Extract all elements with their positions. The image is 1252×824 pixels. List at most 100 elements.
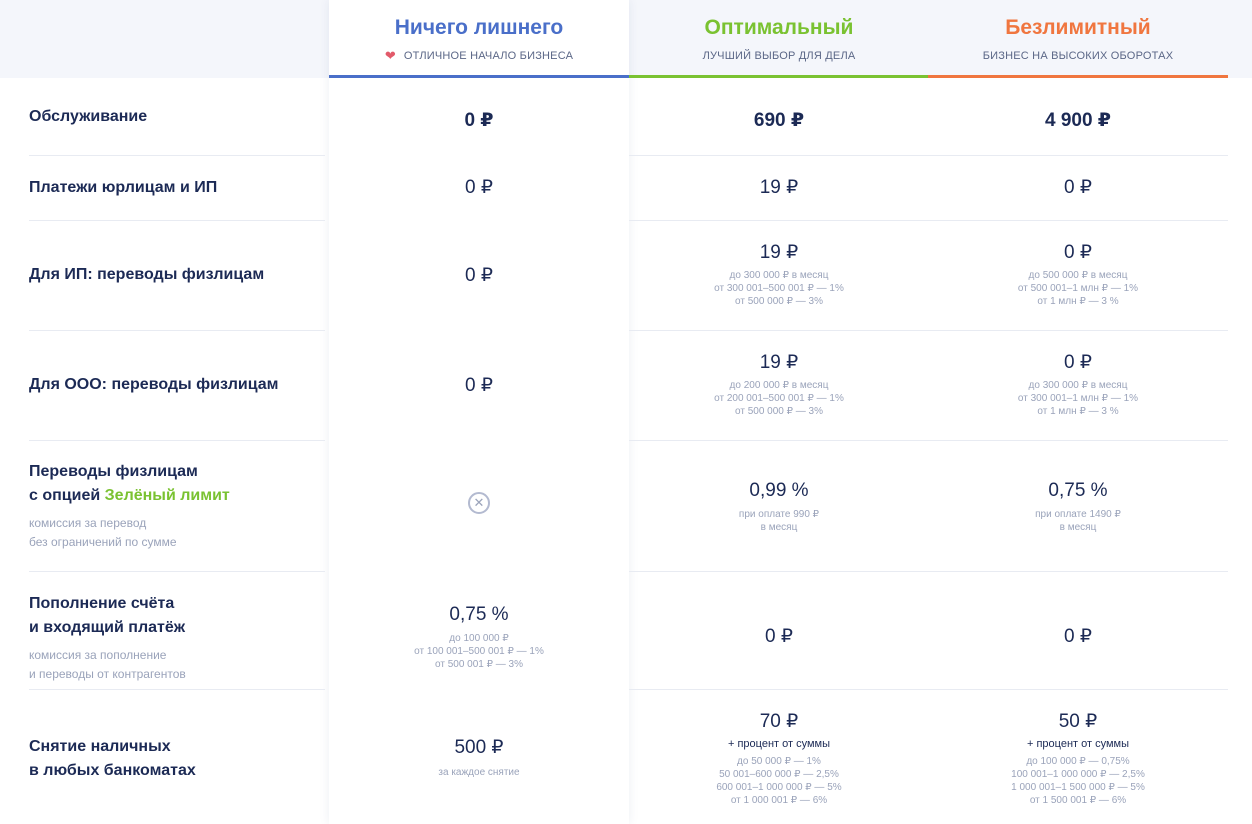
tier-note: от 500 000 ₽ — 3% [735, 296, 823, 307]
tier-note: 600 001–1 000 000 ₽ — 5% [716, 782, 842, 793]
plan-name: Ничего лишнего [394, 16, 564, 39]
tier-note: 50 001–600 000 ₽ — 2,5% [719, 769, 839, 780]
row-label-payments: Платежи юрлицам и ИП [29, 179, 218, 196]
price-value: 690 ₽ [753, 110, 805, 131]
tier-note: от 100 001–500 001 ₽ — 1% [414, 646, 544, 657]
tier-note: при оплате 990 ₽ [738, 509, 820, 520]
tier-note: в месяц [1059, 522, 1097, 533]
row-label-cash: Снятие наличных в любых банкоматах [29, 735, 196, 783]
plan-underline [629, 75, 929, 78]
tier-note: 100 001–1 000 000 ₽ — 2,5% [1011, 769, 1145, 780]
tier-note: до 300 000 ₽ в месяц [1028, 380, 1128, 391]
tier-note: от 1 000 001 ₽ — 6% [730, 795, 828, 806]
plan-header-nothing-extra[interactable]: Ничего лишнего ❤ ОТЛИЧНОЕ НАЧАЛО БИЗНЕСА [329, 0, 629, 78]
label-line: Переводы физлицам [29, 463, 198, 480]
row-divider [29, 440, 325, 441]
cell-cash-plan1: 500 ₽ за каждое снятие [329, 736, 629, 779]
row-label-ooo-transfers: Для ООО: переводы физлицам [29, 376, 279, 393]
row-divider [29, 330, 325, 331]
tier-note: от 200 001–500 001 ₽ — 1% [714, 393, 844, 404]
label-text: с опцией [29, 487, 105, 504]
row-divider [629, 330, 1228, 331]
note-line: комиссия за перевод [29, 516, 147, 530]
cell-ooo-plan1: 0 ₽ [329, 374, 629, 398]
cell-ooo-plan2: 19 ₽ до 200 000 ₽ в месяц от 200 001–500… [629, 351, 929, 418]
plan-underline [928, 75, 1228, 78]
cell-ip-plan2: 19 ₽ до 300 000 ₽ в месяц от 300 001–500… [629, 241, 929, 308]
tier-note: в месяц [760, 522, 798, 533]
row-label-service: Обслуживание [29, 108, 148, 125]
note-line: комиссия за пополнение [29, 648, 167, 662]
close-circle-icon: ✕ [468, 492, 490, 514]
plan-subtitle: БИЗНЕС НА ВЫСОКИХ ОБОРОТАХ [982, 50, 1174, 62]
tier-note: при оплате 1490 ₽ [1035, 509, 1121, 520]
cell-service-plan3: 4 900 ₽ [928, 109, 1228, 133]
tier-note: от 1 млн ₽ — 3 % [1037, 296, 1119, 307]
tier-note: за каждое снятие [438, 767, 520, 778]
row-divider [629, 220, 1228, 221]
cell-green-plan3: 0,75 % при оплате 1490 ₽ в месяц [928, 479, 1228, 534]
plan-header-unlimited[interactable]: Безлимитный БИЗНЕС НА ВЫСОКИХ ОБОРОТАХ [928, 0, 1228, 78]
price-value: 50 ₽ [1058, 711, 1098, 732]
price-value: 0,75 % [449, 604, 509, 625]
cell-service-plan1: 0 ₽ [329, 109, 629, 133]
row-divider [629, 689, 1228, 690]
tier-note: до 500 000 ₽ в месяц [1028, 270, 1128, 281]
cell-payments-plan2: 19 ₽ [629, 176, 929, 200]
price-value: 0 ₽ [464, 110, 494, 131]
cell-service-plan2: 690 ₽ [629, 109, 929, 133]
cell-ooo-plan3: 0 ₽ до 300 000 ₽ в месяц от 300 001–1 мл… [928, 351, 1228, 418]
price-value: 0 ₽ [465, 375, 493, 396]
plan-subtitle: ЛУЧШИЙ ВЫБОР ДЛЯ ДЕЛА [702, 50, 856, 62]
row-divider [29, 220, 325, 221]
tier-note: до 200 000 ₽ в месяц [729, 380, 829, 391]
row-note: комиссия за перевод без ограничений по с… [29, 514, 230, 552]
cell-payments-plan3: 0 ₽ [928, 176, 1228, 200]
plan-underline [329, 75, 629, 78]
note-line: и переводы от контрагентов [29, 667, 186, 681]
percent-extra: + процент от суммы [1026, 738, 1129, 750]
label-line: с опцией Зелёный лимит [29, 484, 230, 508]
tier-note: от 500 001–1 млн ₽ — 1% [1017, 283, 1139, 294]
row-label-topup: Пополнение счёта и входящий платёж комис… [29, 592, 186, 684]
price-value: 19 ₽ [759, 242, 799, 263]
cell-payments-plan1: 0 ₽ [329, 176, 629, 200]
row-divider [29, 689, 325, 690]
percent-extra: + процент от суммы [727, 738, 830, 750]
row-label-ip-transfers: Для ИП: переводы физлицам [29, 266, 265, 283]
price-value: 0 ₽ [765, 626, 793, 647]
tier-note: до 100 000 ₽ — 0,75% [1026, 756, 1130, 767]
price-value: 0 ₽ [1064, 242, 1092, 263]
price-value: 0 ₽ [1064, 352, 1092, 373]
tier-note: до 300 000 ₽ в месяц [729, 270, 829, 281]
row-divider [629, 155, 1228, 156]
tier-note: от 1 500 001 ₽ — 6% [1029, 795, 1127, 806]
price-value: 0 ₽ [465, 265, 493, 286]
cell-cash-plan3: 50 ₽ + процент от суммы до 100 000 ₽ — 0… [928, 710, 1228, 807]
tier-note: до 100 000 ₽ [449, 633, 509, 644]
price-value: 0 ₽ [1064, 626, 1092, 647]
heart-icon: ❤ [384, 48, 396, 63]
tier-note: от 300 001–500 001 ₽ — 1% [714, 283, 844, 294]
row-label-green-limit: Переводы физлицам с опцией Зелёный лимит… [29, 460, 230, 552]
tier-note: от 500 000 ₽ — 3% [735, 406, 823, 417]
price-value: 70 ₽ [759, 711, 799, 732]
cell-green-plan1: ✕ [329, 492, 629, 514]
row-divider [629, 571, 1228, 572]
cell-green-plan2: 0,99 % при оплате 990 ₽ в месяц [629, 479, 929, 534]
price-value: 0,75 % [1048, 480, 1108, 501]
green-limit-highlight: Зелёный лимит [104, 487, 230, 504]
plan-header-optimal[interactable]: Оптимальный ЛУЧШИЙ ВЫБОР ДЛЯ ДЕЛА [629, 0, 929, 78]
cell-topup-plan3: 0 ₽ [928, 625, 1228, 649]
row-divider [29, 155, 325, 156]
highlight-column [329, 0, 629, 824]
label-line: Снятие наличных [29, 738, 171, 755]
price-value: 500 ₽ [454, 737, 504, 758]
cell-ip-plan1: 0 ₽ [329, 264, 629, 288]
label-line: в любых банкоматах [29, 762, 196, 779]
price-value: 0 ₽ [465, 177, 493, 198]
row-divider [29, 571, 325, 572]
cell-topup-plan2: 0 ₽ [629, 625, 929, 649]
plan-name: Оптимальный [704, 16, 854, 39]
price-value: 19 ₽ [759, 177, 799, 198]
